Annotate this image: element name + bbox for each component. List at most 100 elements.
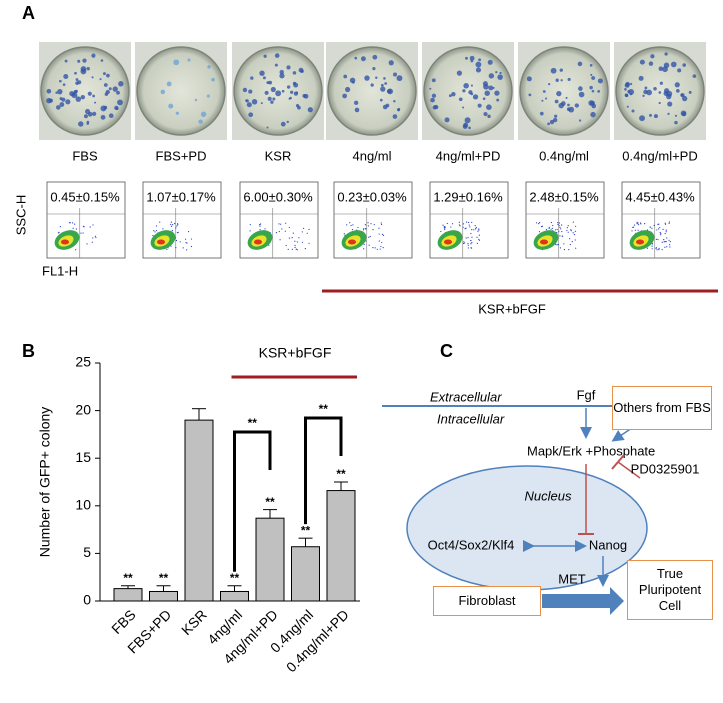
event	[558, 225, 560, 227]
y-tick-label: 15	[75, 449, 91, 465]
event	[557, 222, 559, 224]
event	[279, 239, 281, 241]
colony	[382, 104, 388, 110]
colony	[74, 71, 77, 75]
colony	[545, 97, 548, 100]
event	[288, 237, 291, 239]
colony	[77, 59, 81, 63]
colony	[297, 105, 301, 110]
event	[92, 224, 94, 226]
colony	[266, 126, 269, 129]
colony	[383, 77, 386, 80]
arrow	[611, 427, 633, 442]
bar	[255, 517, 285, 602]
event	[159, 221, 161, 223]
colony	[558, 102, 564, 109]
event	[471, 229, 473, 231]
colony	[597, 90, 601, 93]
colony	[396, 108, 401, 112]
colony	[692, 74, 697, 78]
colony	[574, 103, 579, 108]
colony	[497, 74, 503, 80]
colony	[578, 119, 582, 122]
event	[308, 228, 310, 231]
event	[249, 230, 251, 232]
event	[275, 231, 278, 234]
event	[382, 234, 385, 236]
colony	[280, 121, 286, 127]
condition-label: KSR	[265, 148, 292, 163]
event	[186, 242, 188, 244]
colony	[430, 97, 435, 103]
event	[175, 227, 177, 229]
colony	[680, 93, 685, 98]
event	[646, 247, 648, 249]
event	[563, 243, 565, 245]
event	[352, 224, 354, 226]
event	[444, 226, 446, 228]
event	[308, 242, 310, 244]
event	[458, 221, 460, 223]
event	[378, 227, 380, 229]
colony	[342, 93, 347, 99]
event	[656, 249, 658, 251]
colony	[73, 89, 78, 94]
significance: **	[159, 571, 169, 585]
colony	[392, 114, 398, 119]
event	[367, 225, 369, 227]
event	[343, 233, 345, 235]
colony	[262, 76, 266, 80]
colony	[266, 81, 270, 85]
event	[378, 240, 380, 242]
colony	[259, 70, 265, 76]
colony	[250, 76, 254, 80]
colony	[94, 101, 97, 104]
colony	[659, 81, 663, 85]
event	[570, 229, 572, 231]
event	[471, 221, 473, 224]
event	[569, 238, 571, 240]
y-tick-label: 20	[75, 401, 91, 417]
event	[382, 247, 384, 249]
colony	[556, 90, 562, 97]
colony	[100, 59, 104, 62]
colony	[488, 73, 495, 79]
event	[444, 228, 446, 231]
density	[157, 239, 165, 245]
event	[659, 226, 661, 229]
colony	[578, 86, 583, 91]
event	[637, 224, 640, 226]
event	[665, 229, 667, 231]
colony	[667, 101, 673, 107]
event	[155, 225, 158, 227]
colony	[431, 78, 436, 83]
event	[349, 222, 351, 224]
colony	[578, 91, 585, 98]
colony	[82, 58, 87, 63]
colony	[100, 114, 106, 120]
event	[285, 222, 287, 224]
colony	[372, 54, 378, 60]
colony	[103, 105, 108, 110]
colony	[528, 93, 532, 97]
colony	[63, 73, 69, 80]
dish	[423, 46, 513, 136]
colony	[624, 87, 627, 91]
colony	[674, 82, 680, 88]
event	[170, 245, 172, 247]
event	[287, 248, 289, 250]
colony	[108, 87, 112, 91]
colony	[264, 90, 269, 95]
event	[75, 228, 77, 230]
event	[304, 247, 306, 250]
colony	[451, 92, 456, 97]
event	[380, 223, 383, 226]
flow-plot	[142, 181, 222, 259]
label: Intracellular	[437, 411, 505, 426]
y-tick-label: 0	[83, 592, 91, 608]
event	[363, 243, 365, 245]
colony	[75, 81, 79, 85]
event	[172, 224, 174, 226]
colony	[173, 59, 180, 66]
